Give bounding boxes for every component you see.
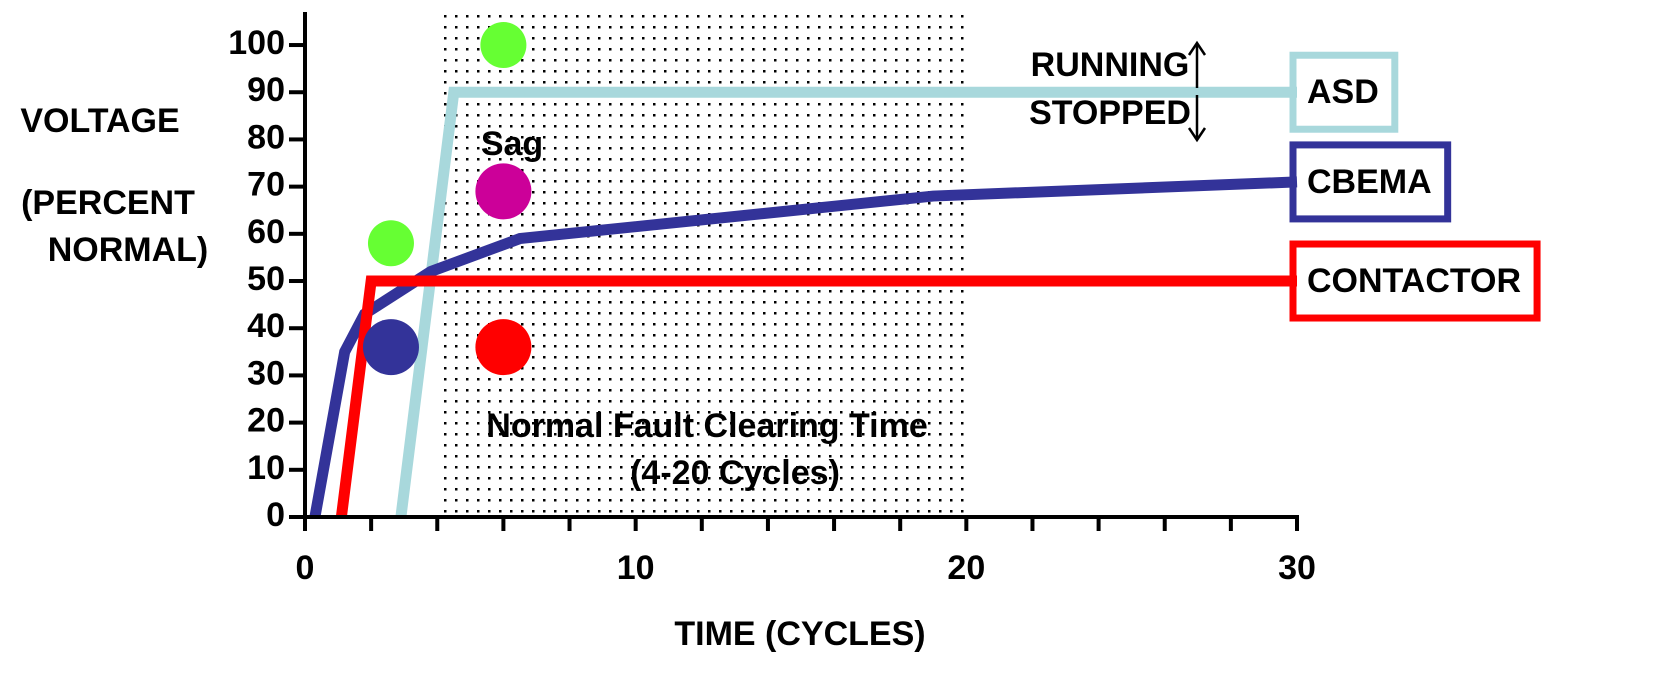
shade-label: (4-20 Cycles) <box>630 454 840 492</box>
point <box>362 319 419 376</box>
arrows <box>1187 40 1207 143</box>
y-tick-label: 50 <box>247 260 285 298</box>
point <box>367 220 414 267</box>
y-tick-label: 60 <box>247 213 285 251</box>
x-tick-label: 10 <box>617 549 655 587</box>
legend-box <box>1289 141 1452 223</box>
y-tick-label: 30 <box>247 354 285 392</box>
series-line <box>309 176 1298 518</box>
y-tick-label: 80 <box>247 118 285 156</box>
y-tick-label: 10 <box>247 449 285 487</box>
x-tick-label: 20 <box>947 549 985 587</box>
y-tick-label: 70 <box>247 166 285 204</box>
y-tick-label: 40 <box>247 307 285 345</box>
annotation-sag: Sag <box>481 125 543 163</box>
annotation-stopped: STOPPED <box>1029 94 1191 132</box>
series-line <box>335 275 1297 518</box>
y-axis-label: (PERCENT <box>21 184 195 222</box>
y-axis-label: NORMAL) <box>48 231 209 269</box>
legend-label: CBEMA <box>1307 163 1432 201</box>
point <box>475 319 532 376</box>
y-tick-label: 100 <box>228 24 285 62</box>
legend-box <box>1289 240 1541 322</box>
y-tick-label: 90 <box>247 71 285 109</box>
x-axis-label: TIME (CYCLES) <box>674 615 925 653</box>
legend-label: ASD <box>1307 73 1379 111</box>
series-line <box>395 86 1297 518</box>
x-tick-label: 0 <box>296 549 315 587</box>
legend-box <box>1289 51 1399 133</box>
shade-label: Normal Fault Clearing Time <box>486 407 927 445</box>
point <box>475 163 532 220</box>
y-tick-label: 20 <box>247 402 285 440</box>
annotation-running: RUNNING <box>1031 46 1190 84</box>
legend-label: CONTACTOR <box>1307 262 1521 300</box>
y-tick-label: 0 <box>266 496 285 534</box>
x-tick-label: 30 <box>1278 549 1316 587</box>
point <box>480 22 527 69</box>
y-axis-label: VOLTAGE <box>20 102 179 140</box>
